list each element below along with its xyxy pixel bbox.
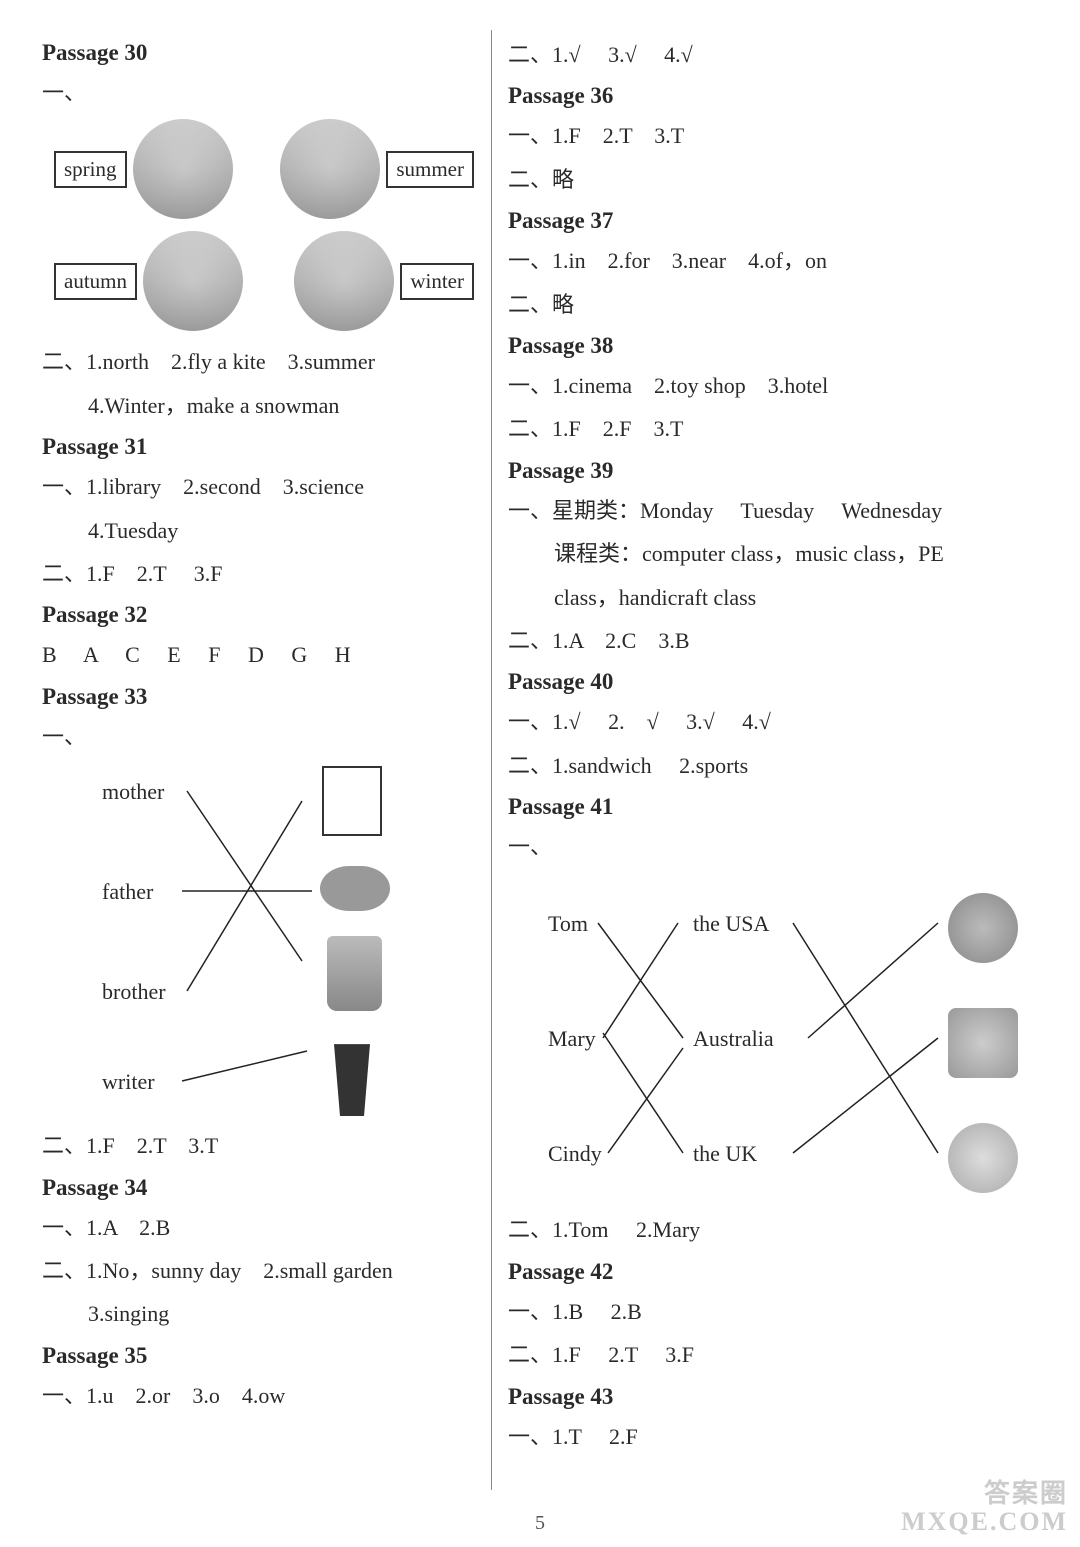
lbl-aus: Australia [693,1026,774,1052]
p34-title: Passage 34 [42,1175,475,1201]
p42-title: Passage 42 [508,1259,1038,1285]
label-summer: summer [386,151,474,188]
p39-title: Passage 39 [508,458,1038,484]
p39-l1: 一、星期类：Monday Tuesday Wednesday [508,492,1038,529]
lbl-uk: the UK [693,1141,757,1167]
img-skate [948,893,1018,963]
watermark: 答案圈 MXQE.COM [901,1480,1068,1537]
p41-sec1: 一、 [508,828,1038,865]
img-winter [294,231,394,331]
p40-title: Passage 40 [508,669,1038,695]
lbl-brother: brother [102,979,166,1005]
p34-l2: 二、1.No，sunny day 2.small garden [42,1252,475,1289]
p37-l2: 二、略 [508,286,1038,323]
watermark-top: 答案圈 [901,1480,1068,1509]
img-pot [320,866,390,911]
p35-l1: 一、1.u 2.or 3.o 4.ow [42,1377,475,1414]
p38-title: Passage 38 [508,333,1038,359]
lbl-mary: Mary [548,1026,596,1052]
img-glass [327,936,382,1011]
p38-l2: 二、1.F 2.F 3.T [508,410,1038,447]
column-divider [491,30,492,1490]
p40-l2: 二、1.sandwich 2.sports [508,747,1038,784]
label-winter: winter [400,263,474,300]
label-autumn: autumn [54,263,137,300]
p30-sec1: 一、 [42,74,475,111]
left-column: Passage 30 一、 spring summer autumn winte… [30,30,487,1480]
seasons-grid: spring summer autumn winter [54,119,474,331]
p36-l1: 一、1.F 2.T 3.T [508,117,1038,154]
p31-l1: 一、1.library 2.second 3.science [42,468,475,505]
lbl-usa: the USA [693,911,769,937]
p41-title: Passage 41 [508,794,1038,820]
p38-l1: 一、1.cinema 2.toy shop 3.hotel [508,367,1038,404]
watermark-bot: MXQE.COM [901,1508,1068,1537]
p42-l2: 二、1.F 2.T 3.F [508,1336,1038,1373]
img-summer [280,119,380,219]
p33-match: mother father brother writer [72,761,452,1121]
p34-l1: 一、1.A 2.B [42,1209,475,1246]
p31-l1b: 4.Tuesday [42,512,475,549]
p37-title: Passage 37 [508,208,1038,234]
p41-l2: 二、1.Tom 2.Mary [508,1211,1038,1248]
lbl-mother: mother [102,779,164,805]
p35-r: 二、1.√ 3.√ 4.√ [508,36,1038,73]
lbl-writer: writer [102,1069,155,1095]
img-study [948,1123,1018,1193]
p30-l2b: 4.Winter，make a snowman [42,387,475,424]
p32-l1: B A C E F D G H [42,636,475,673]
page: Passage 30 一、 spring summer autumn winte… [0,0,1080,1500]
p35-title: Passage 35 [42,1343,475,1369]
img-spring [133,119,233,219]
p43-title: Passage 43 [508,1384,1038,1410]
p34-l2b: 3.singing [42,1295,475,1332]
p40-l1: 一、1.√ 2. √ 3.√ 4.√ [508,703,1038,740]
img-milk [322,766,382,836]
lbl-tom: Tom [548,911,588,937]
label-spring: spring [54,151,127,188]
p41-match: Tom Mary Cindy the USA Australia the UK [518,873,1038,1203]
p42-l1: 一、1.B 2.B [508,1293,1038,1330]
p36-l2: 二、略 [508,161,1038,198]
p36-title: Passage 36 [508,83,1038,109]
p39-l1c: class，handicraft class [508,579,1038,616]
p33-lines [72,761,452,1121]
p31-l2: 二、1.F 2.T 3.F [42,555,475,592]
lbl-father: father [102,879,153,905]
img-autumn [143,231,243,331]
p37-l1: 一、1.in 2.for 3.near 4.of，on [508,242,1038,279]
lbl-cindy: Cindy [548,1141,602,1167]
p33-l2: 二、1.F 2.T 3.T [42,1127,475,1164]
p33-title: Passage 33 [42,684,475,710]
p39-l2: 二、1.A 2.C 3.B [508,622,1038,659]
p30-l2: 二、1.north 2.fly a kite 3.summer [42,343,475,380]
p33-sec1: 一、 [42,718,475,755]
p43-l1: 一、1.T 2.F [508,1418,1038,1455]
p39-l1b: 课程类：computer class，music class，PE [508,535,1038,572]
img-bball [948,1008,1018,1078]
season-winter: winter [270,231,474,331]
season-autumn: autumn [54,231,258,331]
p30-title: Passage 30 [42,40,475,66]
p31-title: Passage 31 [42,434,475,460]
p32-title: Passage 32 [42,602,475,628]
right-column: 二、1.√ 3.√ 4.√ Passage 36 一、1.F 2.T 3.T 二… [496,30,1050,1480]
season-summer: summer [270,119,474,219]
season-spring: spring [54,119,258,219]
